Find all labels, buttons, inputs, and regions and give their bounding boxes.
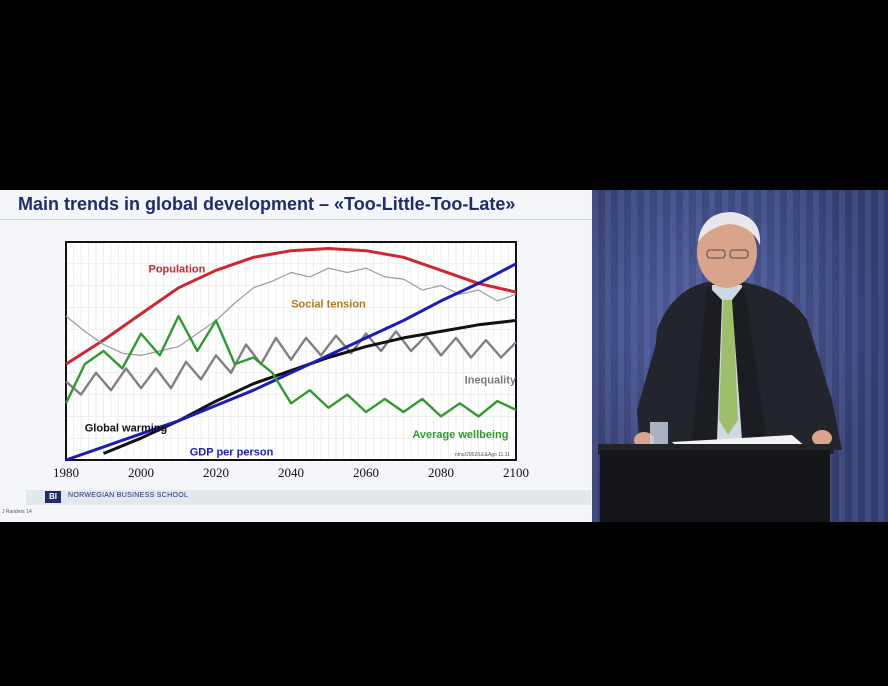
trends-chart: Population Social tension Inequality Global… <box>0 220 592 490</box>
series-label-average-wellbeing: Average wellbeing <box>412 429 508 441</box>
school-name: NORWEGIAN BUSINESS SCHOOL <box>68 492 189 499</box>
speaker-tie <box>719 300 738 435</box>
x-tick-label: 2020 <box>203 465 229 480</box>
speaker-figure <box>634 212 842 456</box>
trends-chart-svg: Population Social tension Inequality Global… <box>53 241 529 480</box>
title-divider <box>0 219 592 220</box>
series-line-population <box>65 247 517 366</box>
lectern <box>600 450 830 522</box>
series-line-social-tension <box>65 267 517 356</box>
series-label-inequality: Inequality <box>465 375 517 387</box>
series-line-gdp-per-person <box>65 262 517 462</box>
x-tick-label: 2040 <box>278 465 304 480</box>
school-logo-icon: BI <box>45 491 61 503</box>
series-label-social-tension: Social tension <box>291 298 366 310</box>
x-tick-label: 2100 <box>503 465 529 480</box>
water-glass <box>650 422 668 446</box>
plot-frame <box>65 241 517 461</box>
series-label-global-warming: Global warming <box>85 423 168 435</box>
source-note: ntnu/2052/LE&Ago 11.11 <box>455 452 510 458</box>
slide-title: Main trends in global development – «Too… <box>18 194 516 214</box>
presentation-slide: Main trends in global development – «Too… <box>0 190 592 522</box>
x-tick-label: 1980 <box>53 465 79 480</box>
series-label-gdp-per-person: GDP per person <box>190 447 274 459</box>
series-line-inequality <box>65 330 517 396</box>
speaker-video <box>592 190 888 522</box>
speaker-hair <box>698 212 761 245</box>
x-tick-label: 2080 <box>428 465 454 480</box>
series-label-population: Population <box>149 264 206 276</box>
x-tick-label: 2000 <box>128 465 154 480</box>
lectern-top <box>598 444 834 454</box>
school-logo-bar: BI NORWEGIAN BUSINESS SCHOOL <box>26 490 591 505</box>
speaker-head <box>697 216 757 288</box>
series-line-average-wellbeing <box>64 314 517 418</box>
x-tick-label: 2060 <box>353 465 379 480</box>
slide-footer: J Randers 14 <box>2 509 32 515</box>
